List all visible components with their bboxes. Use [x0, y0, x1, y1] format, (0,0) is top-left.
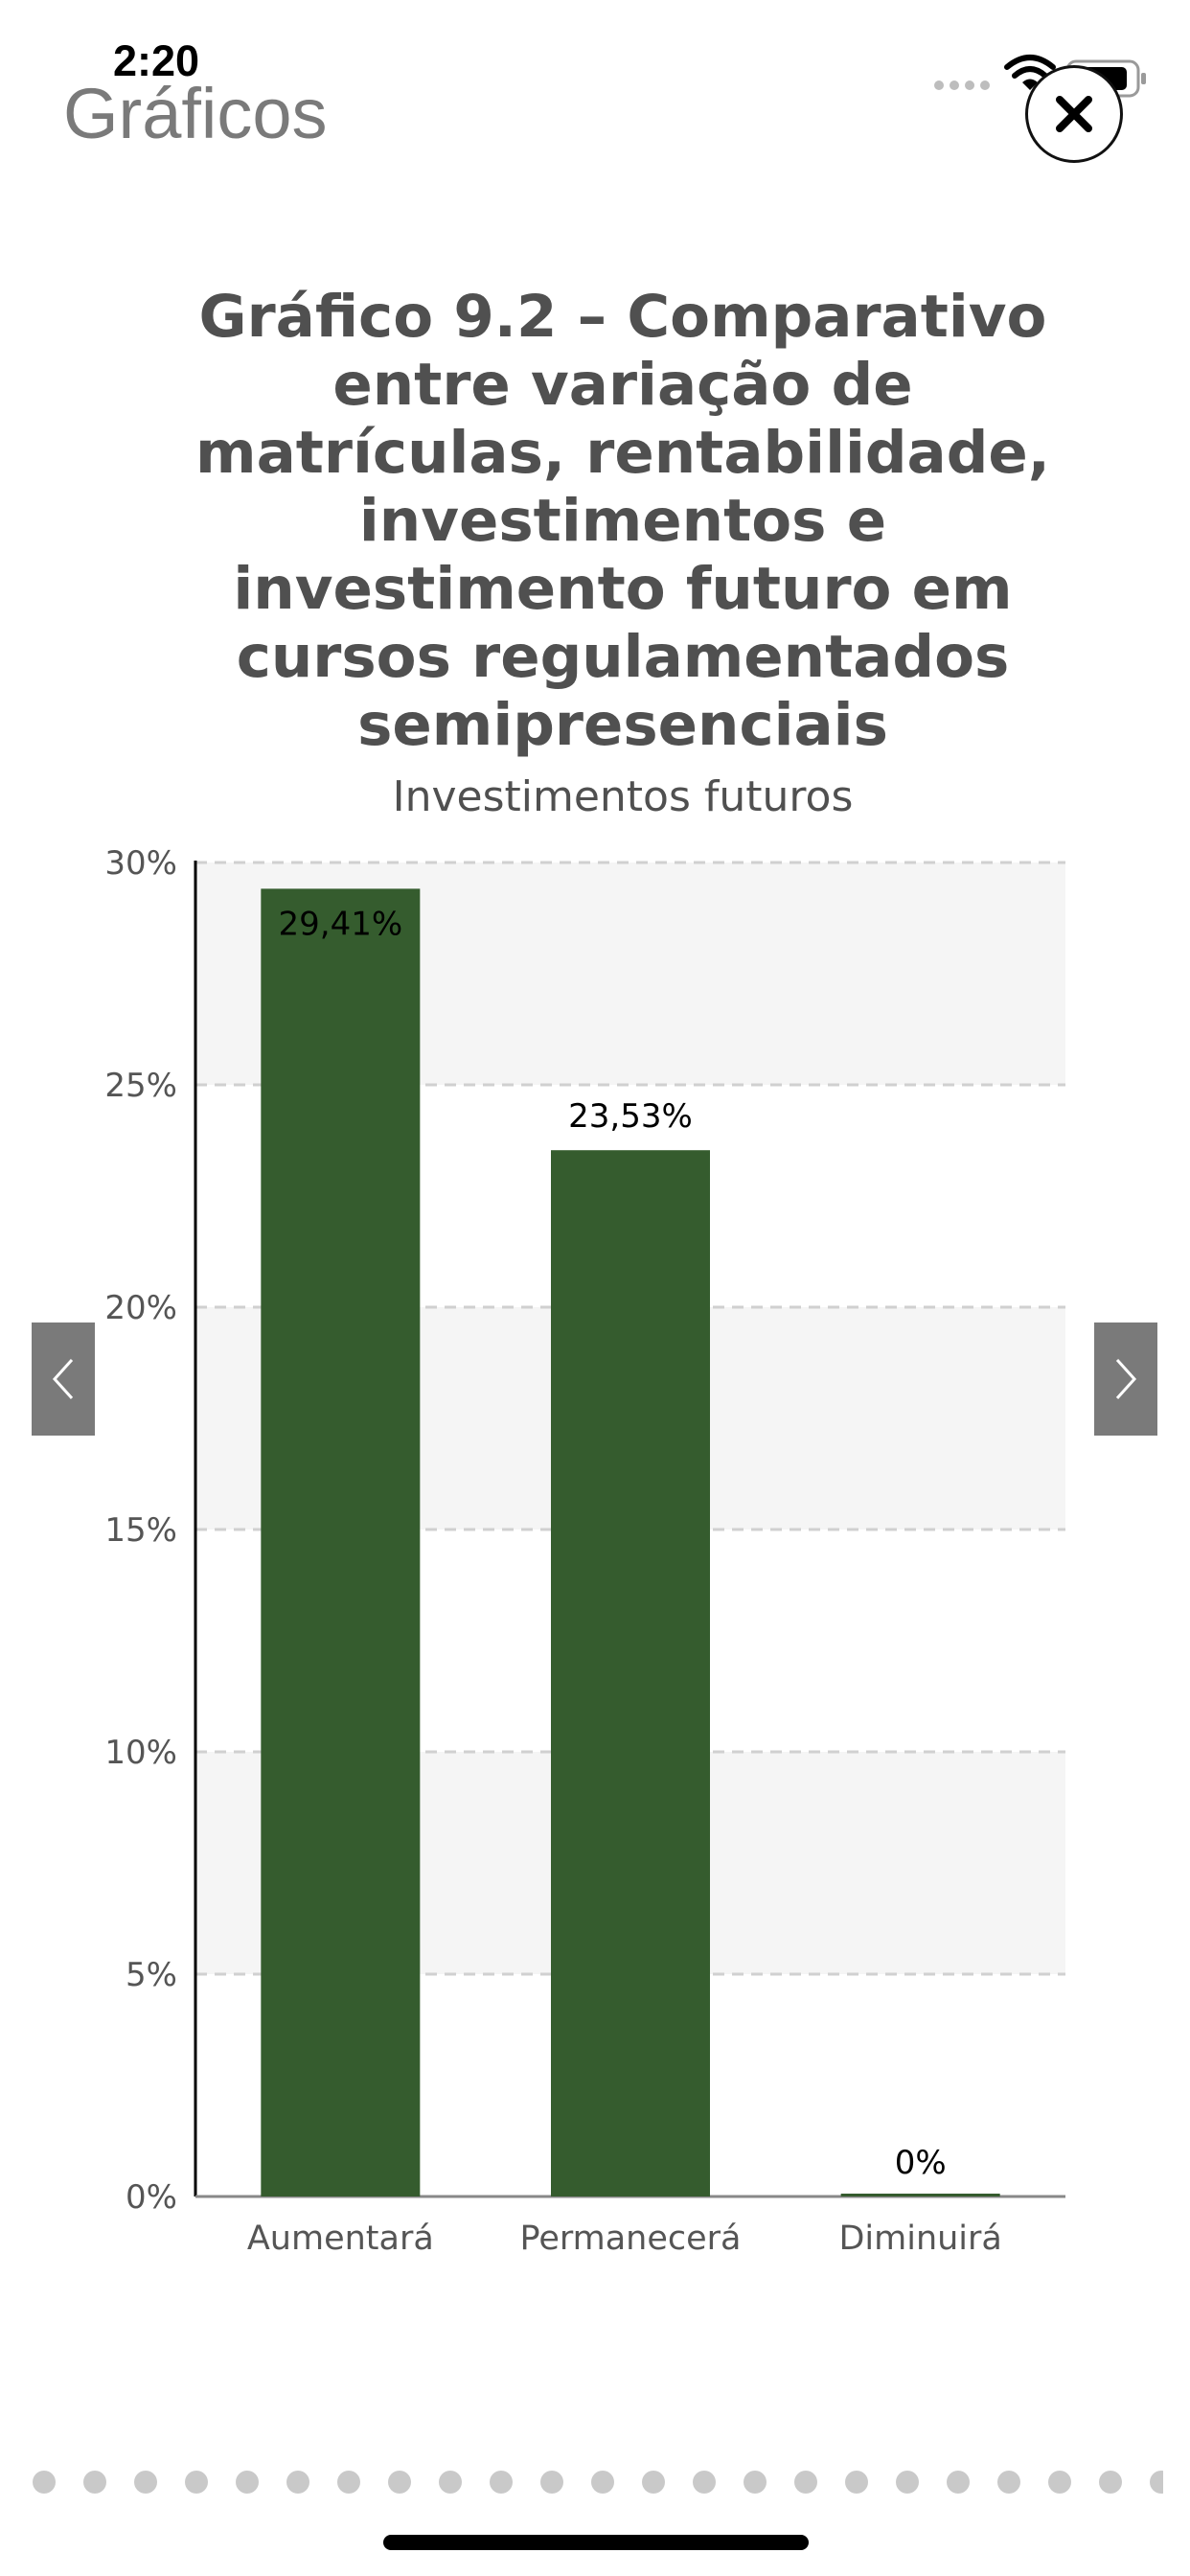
pager-dot[interactable] — [236, 2471, 259, 2494]
pager-dot[interactable] — [845, 2471, 868, 2494]
pager-dot[interactable] — [896, 2471, 919, 2494]
data-label: 0% — [895, 2144, 947, 2182]
pager-dot[interactable] — [1099, 2471, 1122, 2494]
next-chart-button[interactable] — [1094, 1322, 1157, 1436]
pager-dot[interactable] — [997, 2471, 1020, 2494]
data-label: 29,41% — [279, 905, 403, 943]
pager-dot[interactable] — [439, 2471, 462, 2494]
status-time: 2:20 — [113, 36, 200, 85]
y-tick-label: 30% — [104, 844, 177, 883]
previous-chart-button[interactable] — [32, 1322, 95, 1436]
x-tick-label: Permanecerá — [519, 2220, 741, 2258]
close-icon — [1056, 96, 1092, 132]
pager-dot[interactable] — [1150, 2471, 1163, 2494]
x-tick-label: Aumentará — [247, 2220, 434, 2258]
chart-subtitle: Investimentos futuros — [392, 772, 854, 821]
y-tick-label: 0% — [126, 2178, 177, 2217]
bar-2 — [551, 1150, 710, 2196]
pager-dot[interactable] — [794, 2471, 817, 2494]
chevron-left-icon — [52, 1358, 74, 1400]
pager-dot[interactable] — [286, 2471, 309, 2494]
pager-dot[interactable] — [540, 2471, 563, 2494]
home-indicator — [383, 2535, 809, 2550]
pager-dot[interactable] — [388, 2471, 411, 2494]
pager-dot[interactable] — [642, 2471, 665, 2494]
pager-dots — [23, 2471, 1163, 2494]
pager-dot[interactable] — [490, 2471, 513, 2494]
y-tick-label: 10% — [104, 1734, 177, 1772]
pager-dot[interactable] — [337, 2471, 360, 2494]
pager-dot[interactable] — [185, 2471, 208, 2494]
bar-3 — [840, 2194, 1000, 2196]
x-tick-label: Diminuirá — [838, 2220, 1001, 2258]
close-button[interactable] — [1025, 65, 1123, 163]
pager-dot[interactable] — [1048, 2471, 1071, 2494]
chevron-right-icon — [1115, 1358, 1137, 1400]
app-title: Gráficos — [63, 74, 328, 153]
pager-dot[interactable] — [693, 2471, 716, 2494]
data-label: 23,53% — [568, 1097, 693, 1136]
signal-icon — [934, 80, 990, 90]
y-tick-label: 20% — [104, 1289, 177, 1327]
pager-dot[interactable] — [744, 2471, 767, 2494]
bar-1 — [261, 888, 421, 2196]
pager-dot[interactable] — [134, 2471, 157, 2494]
y-tick-label: 25% — [104, 1067, 177, 1105]
y-tick-label: 5% — [126, 1956, 177, 1994]
pager-dot[interactable] — [591, 2471, 614, 2494]
pager-dot[interactable] — [947, 2471, 970, 2494]
wifi-icon — [1004, 55, 1056, 90]
pager-dot[interactable] — [33, 2471, 56, 2494]
y-tick-label: 15% — [104, 1511, 177, 1550]
pager-dot[interactable] — [83, 2471, 106, 2494]
chart-title: Gráfico 9.2 – Comparativo entre variação… — [195, 283, 1050, 759]
